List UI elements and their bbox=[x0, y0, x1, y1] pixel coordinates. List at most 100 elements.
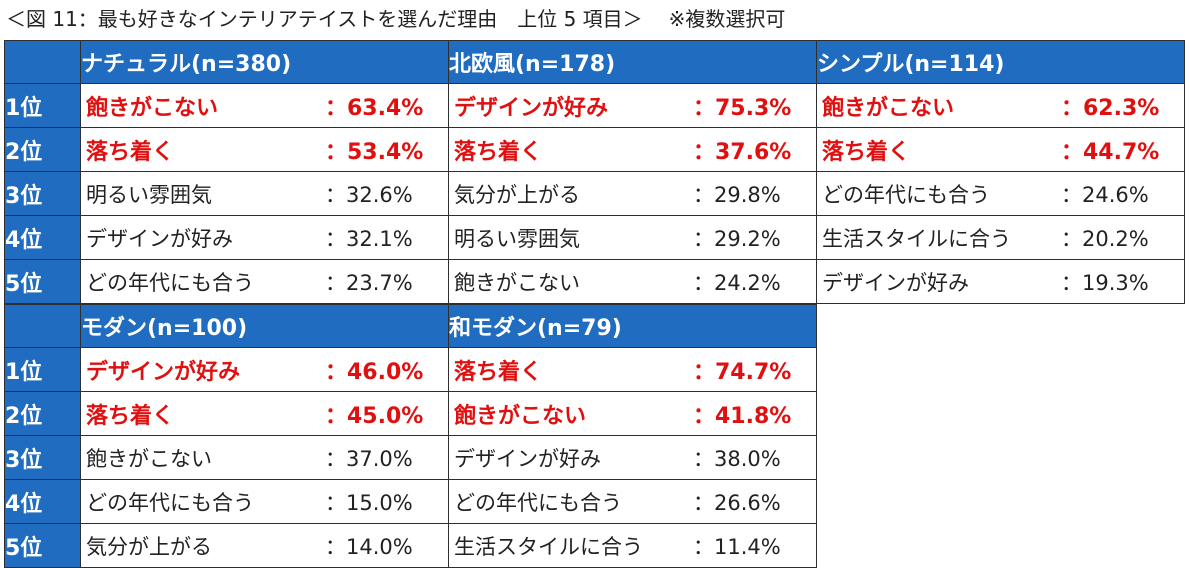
rank-label: 5位 bbox=[4, 259, 81, 304]
table-row: 5位 どの年代にも合う ：23.7% 飽きがこない ：24.2% デザインが好み ：19.3… bbox=[4, 259, 1185, 304]
rank-label: 4位 bbox=[4, 215, 81, 260]
reason-cell: 落ち着く ：45.0% bbox=[80, 391, 449, 436]
figure-title: ＜図 11：最も好きなインテリアテイストを選んだ理由 上位 5 項目＞ bbox=[6, 7, 643, 31]
reason-cell: デザインが好み ：46.0% bbox=[80, 347, 449, 392]
reason-label: どの年代にも合う bbox=[454, 490, 622, 515]
column-header: シンプル(n=114) bbox=[816, 40, 1185, 84]
rank-label: 2位 bbox=[4, 391, 81, 436]
reason-cell: 落ち着く ：74.7% bbox=[448, 347, 817, 392]
column-header: ナチュラル(n=380) bbox=[80, 40, 449, 84]
reason-label: デザインが好み bbox=[86, 359, 241, 385]
reason-percentage: ：24.2% bbox=[693, 270, 781, 295]
rank-label: 3位 bbox=[4, 435, 81, 480]
reason-cell: デザインが好み ：19.3% bbox=[816, 259, 1185, 304]
table-row: 1位 デザインが好み ：46.0% 落ち着く ：74.7% bbox=[4, 347, 817, 392]
reason-cell: どの年代にも合う ：23.7% bbox=[80, 259, 449, 304]
rank-label: 3位 bbox=[4, 171, 81, 216]
reason-cell: 飽きがこない ：24.2% bbox=[448, 259, 817, 304]
reason-percentage: ：63.4% bbox=[325, 95, 424, 121]
reason-percentage: ：75.3% bbox=[693, 95, 792, 121]
reason-cell: 落ち着く ：44.7% bbox=[816, 127, 1185, 172]
reason-label: 飽きがこない bbox=[454, 403, 587, 429]
reason-percentage: ：41.8% bbox=[693, 403, 792, 429]
reason-label: 飽きがこない bbox=[86, 95, 219, 121]
reason-percentage: ：20.2% bbox=[1061, 226, 1149, 251]
table-row: 4位 どの年代にも合う ：15.0% どの年代にも合う ：26.6% bbox=[4, 479, 817, 524]
rank-label: 2位 bbox=[4, 127, 81, 172]
reason-cell: 生活スタイルに合う ：11.4% bbox=[448, 523, 817, 568]
reason-cell: 明るい雰囲気 ：29.2% bbox=[448, 215, 817, 260]
reason-percentage: ：19.3% bbox=[1061, 270, 1149, 295]
table-row: 3位 飽きがこない ：37.0% デザインが好み ：38.0% bbox=[4, 435, 817, 480]
reason-label: 気分が上がる bbox=[454, 182, 580, 207]
reason-label: 落ち着く bbox=[86, 403, 175, 429]
table-corner bbox=[4, 304, 81, 348]
reason-label: 生活スタイルに合う bbox=[454, 534, 643, 559]
reason-percentage: ：45.0% bbox=[325, 403, 424, 429]
reason-label: どの年代にも合う bbox=[86, 270, 254, 295]
reason-label: デザインが好み bbox=[454, 95, 609, 121]
reason-percentage: ：74.7% bbox=[693, 359, 792, 385]
reason-percentage: ：11.4% bbox=[693, 534, 781, 559]
table-row: 4位 デザインが好み ：32.1% 明るい雰囲気 ：29.2% 生活スタイルに合う ：20.… bbox=[4, 215, 1185, 260]
reason-cell: どの年代にも合う ：15.0% bbox=[80, 479, 449, 524]
reason-cell: 飽きがこない ：63.4% bbox=[80, 83, 449, 128]
reason-cell: どの年代にも合う ：26.6% bbox=[448, 479, 817, 524]
reason-cell: 気分が上がる ：29.8% bbox=[448, 171, 817, 216]
reason-label: デザインが好み bbox=[822, 270, 969, 295]
reason-percentage: ：44.7% bbox=[1061, 139, 1160, 165]
reason-percentage: ：26.6% bbox=[693, 490, 781, 515]
reason-cell: 飽きがこない ：62.3% bbox=[816, 83, 1185, 128]
reason-percentage: ：24.6% bbox=[1061, 182, 1149, 207]
reason-percentage: ：37.6% bbox=[693, 139, 792, 165]
rank-label: 1位 bbox=[4, 347, 81, 392]
reason-label: どの年代にも合う bbox=[822, 182, 990, 207]
reason-label: 飽きがこない bbox=[86, 446, 212, 471]
reason-label: デザインが好み bbox=[454, 446, 601, 471]
reason-label: どの年代にも合う bbox=[86, 490, 254, 515]
reason-percentage: ：23.7% bbox=[325, 270, 413, 295]
reason-cell: 落ち着く ：53.4% bbox=[80, 127, 449, 172]
reason-label: 飽きがこない bbox=[822, 95, 955, 121]
reason-percentage: ：15.0% bbox=[325, 490, 413, 515]
rank-label: 1位 bbox=[4, 83, 81, 128]
reason-label: 生活スタイルに合う bbox=[822, 226, 1011, 251]
reason-percentage: ：53.4% bbox=[325, 139, 424, 165]
table-row: 5位 気分が上がる ：14.0% 生活スタイルに合う ：11.4% bbox=[4, 523, 817, 568]
reason-label: 明るい雰囲気 bbox=[86, 182, 212, 207]
reason-cell: デザインが好み ：75.3% bbox=[448, 83, 817, 128]
table-row: 2位 落ち着く ：45.0% 飽きがこない ：41.8% bbox=[4, 391, 817, 436]
reason-cell: 飽きがこない ：37.0% bbox=[80, 435, 449, 480]
column-header: モダン(n=100) bbox=[80, 304, 449, 348]
reason-label: 気分が上がる bbox=[86, 534, 212, 559]
reason-percentage: ：14.0% bbox=[325, 534, 413, 559]
reason-label: 飽きがこない bbox=[454, 270, 580, 295]
table-row: 3位 明るい雰囲気 ：32.6% 気分が上がる ：29.8% どの年代にも合う ：24.6% bbox=[4, 171, 1185, 216]
reason-label: 落ち着く bbox=[454, 139, 543, 165]
reason-cell: デザインが好み ：38.0% bbox=[448, 435, 817, 480]
reason-cell: 明るい雰囲気 ：32.6% bbox=[80, 171, 449, 216]
reason-percentage: ：32.1% bbox=[325, 226, 413, 251]
ranking-table-top: ナチュラル(n=380) 北欧風(n=178) シンプル(n=114) 1位 飽きがこな… bbox=[4, 40, 1185, 304]
table-row: 2位 落ち着く ：53.4% 落ち着く ：37.6% 落ち着く ：44.7% bbox=[4, 127, 1185, 172]
reason-cell: 落ち着く ：37.6% bbox=[448, 127, 817, 172]
reason-cell: 生活スタイルに合う ：20.2% bbox=[816, 215, 1185, 260]
reason-label: 落ち着く bbox=[454, 359, 543, 385]
figure-note: ※複数選択可 bbox=[668, 7, 786, 31]
column-header: 北欧風(n=178) bbox=[448, 40, 817, 84]
reason-label: 落ち着く bbox=[822, 139, 911, 165]
reason-percentage: ：46.0% bbox=[325, 359, 424, 385]
reason-cell: 気分が上がる ：14.0% bbox=[80, 523, 449, 568]
reason-cell: デザインが好み ：32.1% bbox=[80, 215, 449, 260]
reason-percentage: ：38.0% bbox=[693, 446, 781, 471]
rank-label: 5位 bbox=[4, 523, 81, 568]
reason-label: 明るい雰囲気 bbox=[454, 226, 580, 251]
figure-caption: ＜図 11：最も好きなインテリアテイストを選んだ理由 上位 5 項目＞ ※複数選択… bbox=[6, 4, 785, 34]
reason-label: 落ち着く bbox=[86, 139, 175, 165]
table-row: 1位 飽きがこない ：63.4% デザインが好み ：75.3% 飽きがこない ：62.3% bbox=[4, 83, 1185, 128]
reason-percentage: ：29.2% bbox=[693, 226, 781, 251]
table-corner bbox=[4, 40, 81, 84]
reason-percentage: ：29.8% bbox=[693, 182, 781, 207]
ranking-table-bottom: モダン(n=100) 和モダン(n=79) 1位 デザインが好み ：46.0% 落ち着く ：… bbox=[4, 304, 817, 568]
reason-percentage: ：37.0% bbox=[325, 446, 413, 471]
